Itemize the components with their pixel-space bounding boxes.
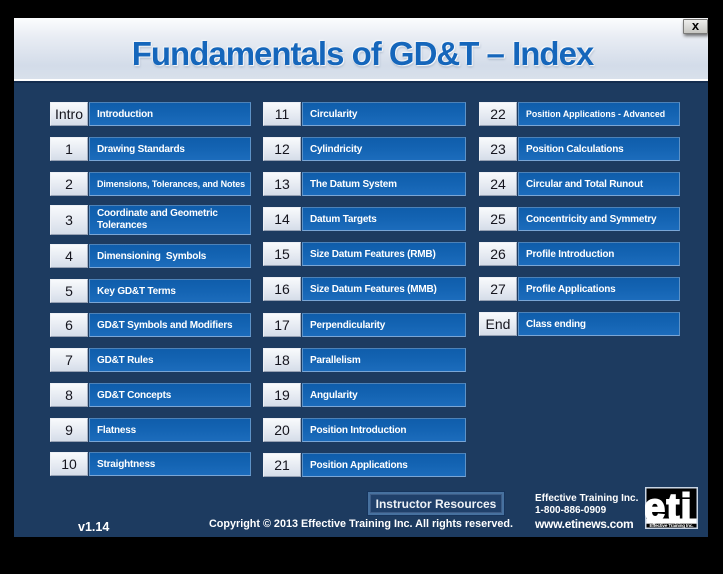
svg-text:Effective Training Inc.: Effective Training Inc. [650, 523, 694, 528]
